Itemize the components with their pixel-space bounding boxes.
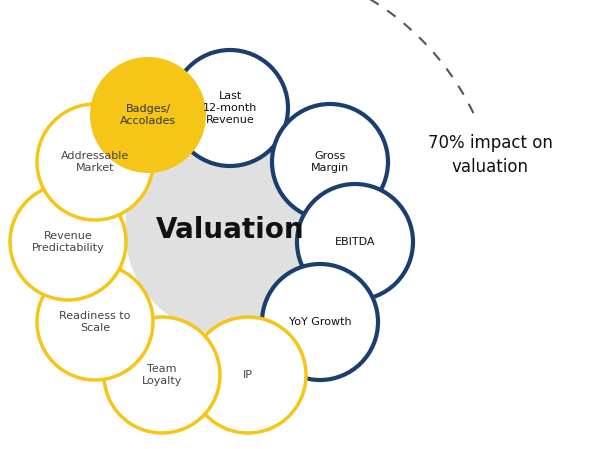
Circle shape — [37, 264, 153, 380]
Text: Gross
Margin: Gross Margin — [311, 151, 349, 173]
Circle shape — [172, 50, 288, 166]
Text: YoY Growth: YoY Growth — [288, 317, 351, 327]
Circle shape — [262, 264, 378, 380]
Circle shape — [10, 184, 126, 300]
Circle shape — [37, 104, 153, 220]
Circle shape — [125, 125, 335, 335]
Circle shape — [104, 317, 220, 433]
Text: Badges/
Accolades: Badges/ Accolades — [120, 104, 176, 126]
Text: Team
Loyalty: Team Loyalty — [142, 364, 182, 386]
Circle shape — [190, 317, 306, 433]
Text: Readiness to
Scale: Readiness to Scale — [59, 311, 131, 333]
Text: IP: IP — [243, 370, 253, 380]
Text: Valuation: Valuation — [155, 216, 304, 244]
Text: Revenue
Predictability: Revenue Predictability — [32, 231, 105, 253]
Text: EBITDA: EBITDA — [335, 237, 375, 247]
Text: 70% impact on
valuation: 70% impact on valuation — [427, 133, 553, 176]
Circle shape — [90, 57, 206, 173]
Text: Last
12-month
Revenue: Last 12-month Revenue — [203, 91, 257, 125]
Text: Addressable
Market: Addressable Market — [61, 151, 129, 173]
Circle shape — [272, 104, 388, 220]
Circle shape — [297, 184, 413, 300]
